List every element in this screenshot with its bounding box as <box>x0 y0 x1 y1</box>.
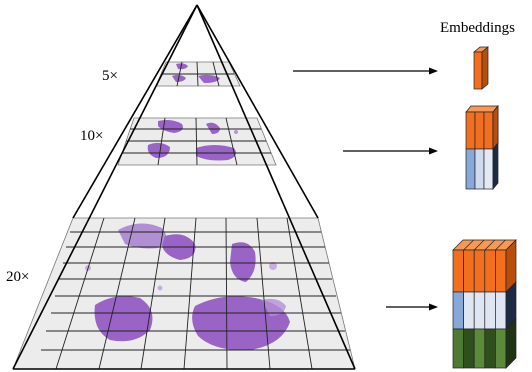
level-10x-slide <box>117 117 277 166</box>
level-5x-slide <box>155 61 241 87</box>
arrow-10x <box>343 147 438 155</box>
embedding-stack-10x <box>465 105 499 190</box>
arrows <box>293 67 438 311</box>
level-label-20x: 20× <box>6 269 29 285</box>
pyramid-edges <box>12 4 356 370</box>
level-label-10x: 10× <box>80 128 103 144</box>
level-10x-grid <box>122 117 271 166</box>
level-5x-grid <box>162 61 234 87</box>
embedding-stack-20x <box>452 239 517 369</box>
arrow-20x <box>386 303 438 311</box>
level-label-5x: 5× <box>102 68 118 84</box>
embeddings-title: Embeddings <box>440 20 515 36</box>
arrow-5x <box>293 67 438 75</box>
level-20x-grid <box>41 217 350 370</box>
embedding-stack-5x <box>473 46 489 90</box>
level-20x-slide <box>12 217 356 370</box>
